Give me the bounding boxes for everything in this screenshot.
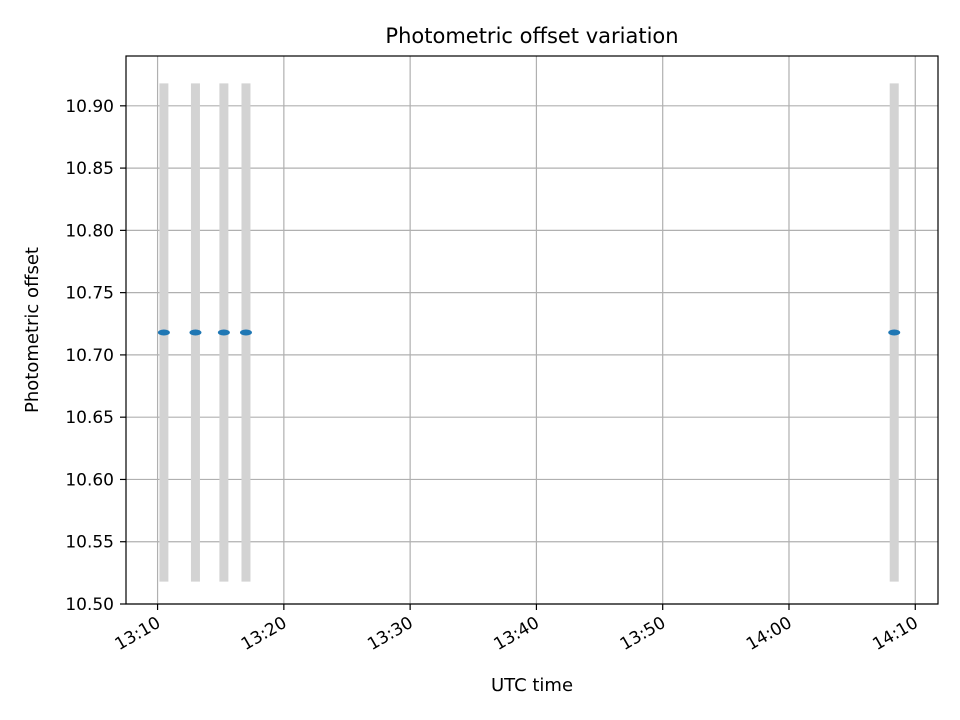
- y-tick-label: 10.80: [65, 221, 114, 241]
- x-axis-title: UTC time: [491, 675, 573, 696]
- data-point: [217, 329, 230, 336]
- y-tick-label: 10.65: [65, 408, 114, 428]
- y-tick-label: 10.55: [65, 533, 114, 553]
- data-points: [157, 329, 901, 336]
- data-point: [189, 329, 202, 336]
- data-point: [157, 329, 170, 336]
- chart-title: Photometric offset variation: [385, 24, 678, 48]
- y-tick-label: 10.90: [65, 97, 114, 117]
- y-tick-label: 10.85: [65, 159, 114, 179]
- y-axis: 10.50 10.55 10.60 10.65 10.70 10.75 10.80 10.85…: [65, 97, 126, 615]
- data-point: [239, 329, 252, 336]
- grid: [126, 56, 938, 605]
- data-point: [888, 329, 901, 336]
- plot-frame: [125, 55, 939, 605]
- y-tick-label: 10.50: [65, 595, 114, 615]
- y-axis-title: Photometric offset: [22, 247, 43, 413]
- y-tick-label: 10.70: [65, 346, 114, 366]
- y-tick-label: 10.75: [65, 284, 114, 304]
- y-tick-label: 10.60: [65, 470, 114, 490]
